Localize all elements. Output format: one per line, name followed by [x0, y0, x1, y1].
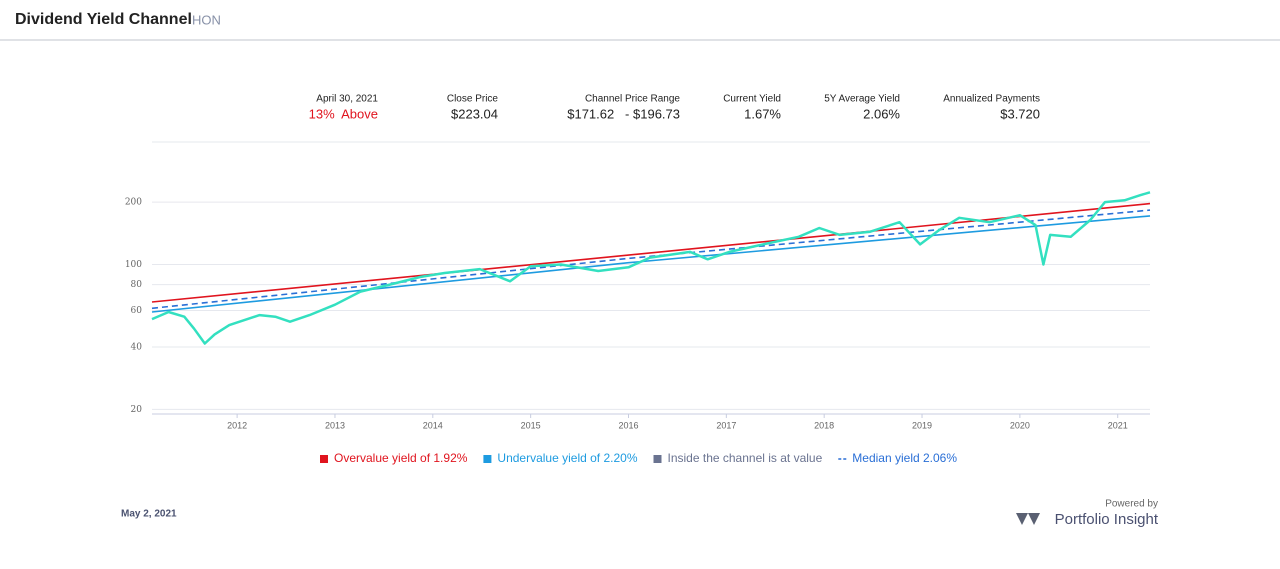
stat-label: Channel Price Range [585, 94, 680, 105]
y-tick-label: 40 [131, 342, 143, 352]
stat-label: Current Yield [723, 94, 781, 105]
y-tick-label: 60 [131, 306, 143, 316]
legend-swatch [483, 455, 492, 463]
x-tick-label: 2020 [1010, 420, 1030, 430]
y-tick-label: 200 [125, 198, 142, 208]
x-tick-label: 2016 [618, 420, 638, 430]
stat-value: 13% Above [309, 106, 378, 121]
x-tick-label: 2013 [325, 420, 345, 430]
stat-label: 5Y Average Yield [824, 94, 900, 105]
x-tick-label: 2012 [227, 420, 247, 430]
title: Dividend Yield Channel [15, 11, 192, 28]
y-tick-label: 20 [131, 405, 143, 415]
stat-value: 2.06% [863, 106, 900, 121]
ticker: HON [192, 12, 221, 27]
legend-label: Undervalue yield of 2.20% [497, 451, 637, 465]
date: May 2, 2021 [121, 509, 177, 520]
legend-label: Inside the channel is at value [668, 451, 823, 465]
series-line [151, 202, 1151, 303]
legend-swatch [653, 455, 662, 463]
brand: Portfolio Insight [1055, 511, 1159, 528]
legend-label: Overvalue yield of 1.92% [334, 451, 468, 465]
x-tick-label: 2017 [716, 420, 736, 430]
x-tick-label: 2018 [814, 420, 834, 430]
x-tick-label: 2014 [423, 420, 443, 430]
stat-label: Annualized Payments [943, 94, 1040, 105]
y-tick-label: 80 [131, 280, 143, 290]
x-tick-label: 2019 [912, 420, 932, 430]
stat-value: $3.720 [1000, 106, 1040, 121]
series-line [151, 209, 1151, 310]
powered-by: Powered by [1105, 499, 1158, 510]
legend-swatch [320, 455, 328, 463]
y-tick-label: 100 [125, 260, 142, 270]
stat-label: Close Price [447, 94, 499, 105]
x-tick-label: 2021 [1108, 420, 1128, 430]
x-tick-label: 2015 [521, 420, 541, 430]
stat-value: $171.62 - $196.73 [567, 106, 680, 121]
legend-label: Median yield 2.06% [852, 451, 957, 465]
logo [1016, 513, 1040, 525]
stat-value: $223.04 [451, 106, 498, 121]
stat-label: April 30, 2021 [316, 94, 378, 105]
stat-value: 1.67% [744, 106, 781, 121]
series-line [151, 191, 1151, 345]
series-line [151, 215, 1151, 313]
